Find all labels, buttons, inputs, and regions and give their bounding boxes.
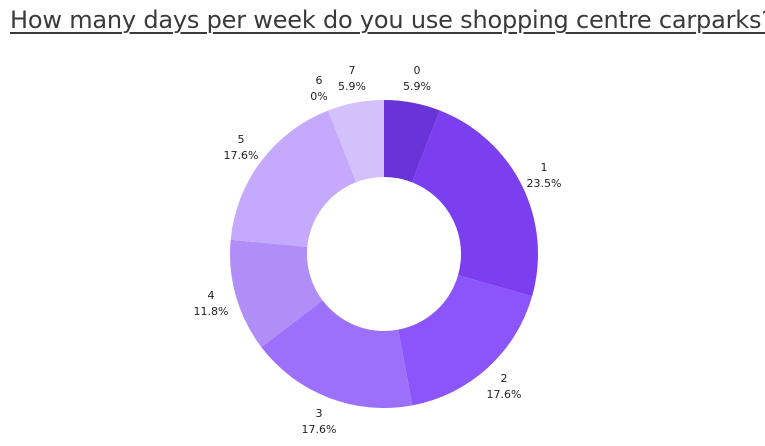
slice-category-label: 1 (541, 161, 548, 174)
donut-slice-7 (328, 100, 384, 183)
donut-slice-1 (411, 110, 538, 297)
slice-category-label: 2 (501, 372, 508, 385)
donut-slice-2 (398, 275, 533, 406)
slice-value-label: 17.6% (302, 423, 337, 436)
slice-category-label: 0 (414, 64, 421, 77)
slice-category-label: 4 (208, 289, 215, 302)
slice-value-label: 11.8% (194, 305, 229, 318)
slice-value-label: 0% (310, 90, 327, 103)
donut-slice-3 (261, 300, 413, 408)
donut-slices (229, 100, 538, 408)
slice-value-label: 5.9% (403, 80, 431, 93)
slice-category-label: 3 (316, 407, 323, 420)
slice-category-label: 7 (349, 64, 356, 77)
slice-value-label: 17.6% (487, 388, 522, 401)
donut-slice-4 (229, 239, 323, 348)
slice-value-label: 23.5% (527, 177, 562, 190)
slice-category-label: 5 (238, 133, 245, 146)
slice-labels: 0 5.9% 1 23.5% 2 17.6% 3 17.6% 4 11.8% 5 17.6% 6 0% 7 5… (194, 64, 562, 436)
chart-title: How many days per week do you use shoppi… (10, 6, 765, 34)
slice-value-label: 5.9% (338, 80, 366, 93)
donut-slice-5 (230, 110, 357, 247)
slice-value-label: 17.6% (224, 149, 259, 162)
slice-category-label: 6 (316, 74, 323, 87)
donut-slice-0 (384, 100, 440, 183)
